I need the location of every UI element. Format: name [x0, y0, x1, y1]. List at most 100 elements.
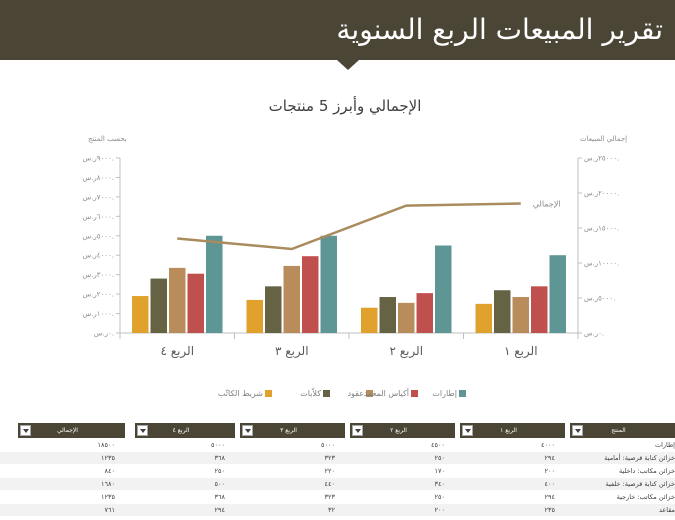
legend-label: كلاّبات [300, 389, 321, 398]
right-axis-tick-label: ٥٠٠٠ر.س. [584, 295, 615, 303]
table-header-label: الإجمالي [57, 427, 78, 434]
table-row [0, 478, 675, 490]
table-row [0, 465, 675, 477]
table-cell: ٣٢ [328, 506, 335, 514]
legend-label: أكياس المغمد [363, 389, 409, 398]
bar-5 [549, 255, 566, 333]
table-cell: ٥٠٠ [214, 480, 225, 488]
right-axis-tick-label: ١٠٠٠٠ر.س. [584, 260, 619, 268]
table-header-label: المنتج [611, 427, 626, 434]
sales-chart: ٠ر.س. ١٠٠٠ر.س. ٢٠٠٠ر.س. ٣٠٠٠ر.س. ٤٠٠٠ر.س. ٥٠٠… [83, 155, 620, 360]
table-header: الربع ٣ [240, 423, 345, 438]
table-cell: ١٢٣٥ [101, 493, 115, 501]
table-row [0, 504, 675, 516]
total-line [177, 202, 521, 251]
filter-dropdown-button[interactable] [352, 425, 363, 436]
left-axis-tick-label: ٥٠٠٠ر.س. [83, 232, 114, 240]
table-header: الإجمالي [18, 423, 125, 438]
table-cell: ٤٤٠ [324, 480, 335, 488]
table-cell: ١٨٥٠٠ [97, 441, 115, 449]
table-row [0, 439, 675, 451]
left-axis-tick-label: ٨٠٠٠ر.س. [83, 174, 114, 182]
left-axis-tick-label: ٩٠٠٠ر.س. [83, 155, 114, 163]
x-axis-category-label: الربع ٣ [275, 344, 309, 359]
legend-swatch [323, 390, 330, 397]
table-cell: ٤٠٠٠ [541, 441, 555, 449]
bar-1 [246, 299, 263, 333]
right-axis-title: إجمالي المبيعات [580, 135, 628, 143]
table-cell: ٨٤٠ [104, 467, 115, 475]
table-cell: ٢٢٠ [324, 467, 335, 475]
chart-title: الإجمالي وأبرز 5 منتجات [268, 97, 422, 115]
table-cell: ٢٠٠ [434, 506, 445, 514]
right-axis-tick-label: ٢٥٠٠٠ر.س. [584, 155, 619, 163]
filter-dropdown-button[interactable] [242, 425, 253, 436]
table-cell: ٢٥٠ [434, 454, 445, 462]
right-axis-tick-label: ٠ر.س. [584, 330, 604, 338]
legend-label: شريط الكاتّب [217, 389, 263, 398]
legend-item: أكياس المغمد [364, 389, 418, 398]
table-header: الربع ٢ [350, 423, 455, 438]
legend-swatch [366, 390, 373, 397]
page-title: تقرير المبيعات الربع السنوية [336, 13, 663, 46]
table-cell-product: مقاعد [658, 506, 675, 514]
filter-dropdown-button[interactable] [572, 425, 583, 436]
bar-4 [187, 273, 204, 333]
x-axis-category-label: الربع ٢ [389, 344, 423, 359]
legend-swatch [411, 390, 418, 397]
table-cell: ٤٠٠ [544, 480, 555, 488]
filter-dropdown-button[interactable] [137, 425, 148, 436]
table-cell: ٣٦٨ [214, 454, 225, 462]
bar-5 [320, 235, 337, 333]
left-axis-tick-label: ١٠٠٠ر.س. [83, 310, 114, 318]
sales-table: الإجمالي الربع ٤ الربع ٣ الربع ٢ الربع ١ المن… [0, 423, 675, 520]
table-cell: ٣٢٣ [324, 493, 335, 501]
left-axis-tick-label: ٧٠٠٠ر.س. [83, 193, 114, 201]
bar-3 [398, 302, 415, 333]
bar-5 [206, 235, 223, 333]
table-cell: ١٦٨٠ [101, 480, 115, 488]
bar-4 [416, 293, 433, 333]
table-cell: ٢٩٤ [544, 454, 555, 462]
table-row [0, 452, 675, 464]
bar-1 [361, 307, 378, 333]
bar-1 [132, 296, 149, 333]
table-header: الربع ٤ [135, 423, 235, 438]
table-cell-product: خزائن مكاتب: خارجية [616, 493, 675, 501]
right-axis-tick-label: ١٥٠٠٠ر.س. [584, 225, 619, 233]
bar-1 [475, 303, 492, 333]
bar-2 [265, 286, 282, 333]
title-notch [337, 60, 359, 70]
table-header-label: الربع ٤ [172, 427, 190, 434]
legend-label: إطارات [432, 389, 457, 398]
table-cell-product: خزائن كتابة قرصية: خلفية [605, 480, 675, 488]
table-header: المنتج [570, 423, 675, 438]
table-cell: ٣٢٣ [324, 454, 335, 462]
left-axis-tick-label: ٠ر.س. [94, 330, 114, 338]
bar-5 [435, 245, 452, 333]
bar-2 [379, 297, 396, 333]
table-cell: ٤٥٠٠ [431, 441, 445, 449]
table-row [0, 491, 675, 503]
table-cell: ٥٠٠٠ [211, 441, 225, 449]
left-axis-tick-label: ٢٠٠٠ر.س. [83, 291, 114, 299]
legend-item: شريط الكاتّب [218, 389, 272, 398]
table-cell: ٢٠٠ [544, 467, 555, 475]
table-cell: ١٧٠ [434, 467, 445, 475]
filter-dropdown-button[interactable] [20, 425, 31, 436]
table-cell: ٢٩٤ [544, 493, 555, 501]
bar-3 [169, 267, 186, 333]
bar-3 [512, 297, 529, 333]
total-line-label: الإجمالي [533, 200, 561, 210]
legend-item: عقود [347, 389, 373, 398]
bar-3 [283, 265, 300, 333]
table-cell-product: خزائن كتابة قرصية: أمامية [604, 454, 675, 462]
filter-dropdown-button[interactable] [462, 425, 473, 436]
left-axis-tick-label: ٤٠٠٠ر.س. [83, 252, 114, 260]
legend-item: كلاّبات [300, 389, 330, 398]
legend-item: إطارات [432, 389, 466, 398]
left-axis-tick-label: ٦٠٠٠ر.س. [83, 213, 114, 221]
table-cell-product: إطارات [654, 441, 675, 449]
table-header: الربع ١ [460, 423, 565, 438]
legend-swatch [459, 390, 466, 397]
